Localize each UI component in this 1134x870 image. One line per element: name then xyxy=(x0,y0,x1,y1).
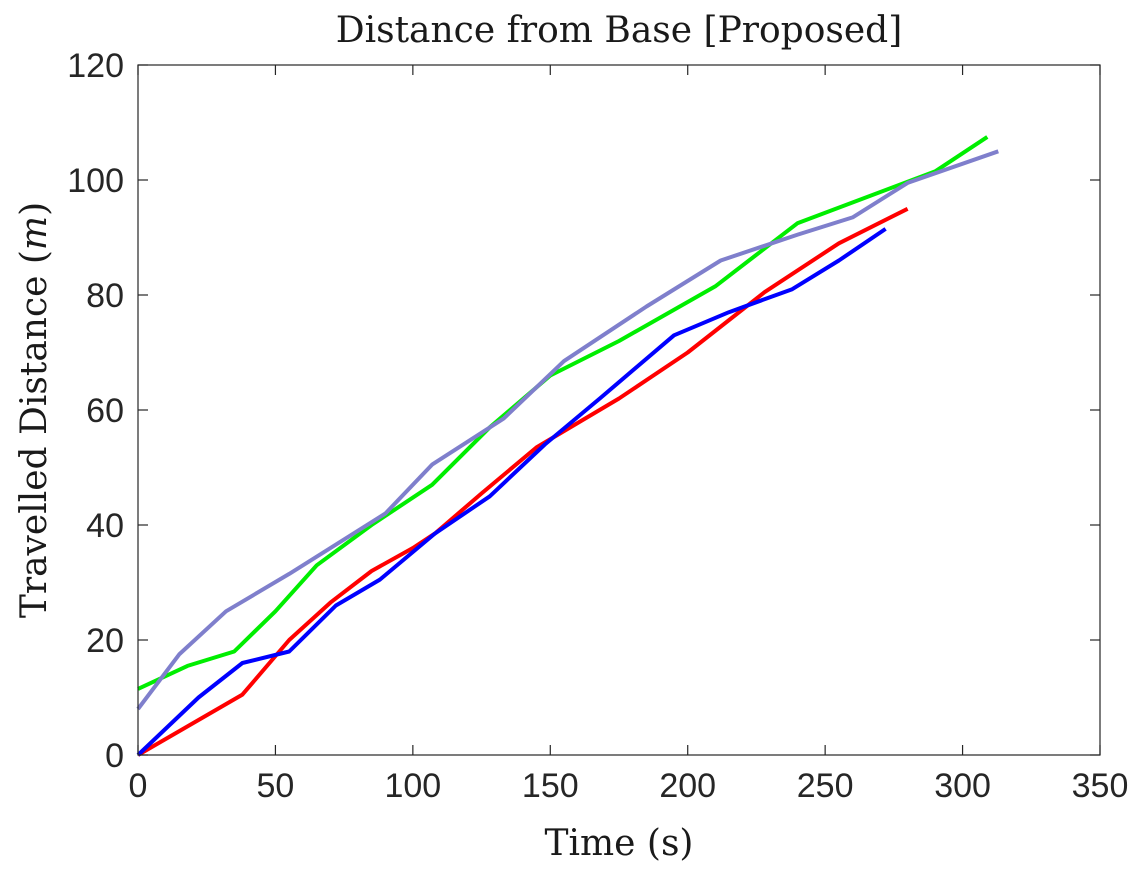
x-tick-label: 300 xyxy=(934,767,991,805)
y-axis-label: Travelled Distance (m) xyxy=(14,202,55,618)
series-line-3 xyxy=(137,135,989,691)
series-line-2 xyxy=(136,227,887,757)
x-axis-label: Time (s) xyxy=(545,823,694,864)
y-tick-label: 80 xyxy=(86,277,124,315)
y-tick-label: 60 xyxy=(86,392,124,430)
x-tick-label: 200 xyxy=(659,767,716,805)
y-tick-label: 120 xyxy=(67,47,124,85)
x-ticks: 0 50 100 150 200 250 300 350 xyxy=(129,65,1129,805)
y-tick-label: 0 xyxy=(105,737,124,775)
x-tick-label: 250 xyxy=(797,767,854,805)
y-axis-label-variable: m xyxy=(14,216,55,250)
y-tick-label: 40 xyxy=(86,507,124,545)
x-tick-label: 0 xyxy=(129,767,148,805)
x-tick-label: 150 xyxy=(522,767,579,805)
y-ticks: 0 20 40 60 80 100 120 xyxy=(67,47,1100,775)
x-tick-label: 350 xyxy=(1072,767,1129,805)
y-tick-label: 20 xyxy=(86,622,124,660)
x-tick-label: 50 xyxy=(257,767,295,805)
x-tick-label: 100 xyxy=(384,767,441,805)
y-tick-label: 100 xyxy=(67,162,124,200)
series-layer xyxy=(136,135,999,757)
chart-title: Distance from Base [Proposed] xyxy=(336,10,903,51)
series-line-4 xyxy=(136,149,999,711)
y-axis-label-prefix: Travelled Distance ( xyxy=(14,250,55,618)
y-axis-label-suffix: ) xyxy=(14,202,55,216)
